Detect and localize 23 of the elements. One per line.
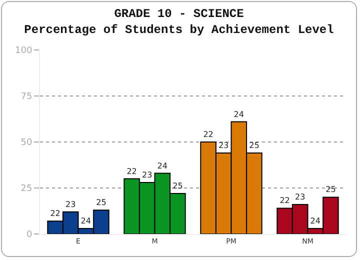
text: 23 xyxy=(295,192,306,202)
series-label: 23 xyxy=(66,200,76,209)
chart-title: GRADE 10 - SCIENCE xyxy=(114,7,244,22)
text: 24 xyxy=(310,216,320,226)
series-label: 22 xyxy=(50,209,60,218)
y-tick-label: 0 xyxy=(26,230,32,240)
series-label: 25 xyxy=(96,198,106,208)
text: 24 xyxy=(157,161,168,170)
text: 23 xyxy=(142,170,152,180)
text: 25 xyxy=(172,182,183,191)
series-label: 24 xyxy=(80,216,91,226)
text: 25 xyxy=(326,185,336,194)
text: 22 xyxy=(203,130,214,139)
text: 24 xyxy=(234,110,244,119)
y-tick-label: 25 xyxy=(20,184,32,194)
y-tick-label: 100 xyxy=(15,46,32,56)
y-tick-label: 50 xyxy=(20,138,32,148)
chart-subtitle: Percentage of Students by Achievement Level xyxy=(24,22,334,37)
text: 22 xyxy=(280,196,290,206)
text: 25 xyxy=(249,141,260,150)
text: 22 xyxy=(126,166,137,176)
y-tick-label: 75 xyxy=(20,92,32,102)
text: 23 xyxy=(218,141,229,150)
